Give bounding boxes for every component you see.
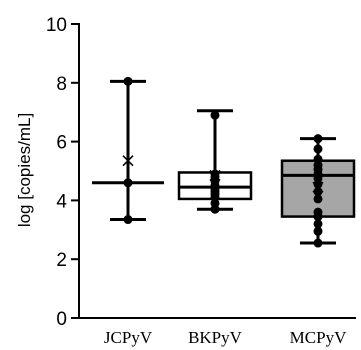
y-axis: 0 2 4 6 8 10 (46, 15, 80, 330)
data-point (210, 169, 220, 179)
x-axis: JCPyV BKPyV MCPyV (79, 317, 356, 347)
data-point (313, 134, 323, 144)
plot-area (92, 76, 356, 248)
x-tick-label: JCPyV (104, 328, 153, 347)
data-point (313, 154, 323, 164)
data-point (313, 144, 323, 154)
data-point (123, 76, 133, 86)
mean-marker (209, 169, 221, 181)
mean-marker (122, 155, 134, 167)
y-tick-label: 0 (56, 309, 67, 330)
y-tick-label: 10 (46, 15, 67, 36)
data-point (313, 219, 323, 229)
mean-marker (312, 181, 324, 193)
data-point (210, 110, 220, 120)
data-point (123, 215, 133, 225)
box-group-mcpyv (280, 134, 356, 248)
data-point (313, 194, 323, 204)
y-tick-label: 8 (56, 74, 67, 95)
box-group-bkpyv (177, 109, 253, 214)
x-tick-label: BKPyV (188, 328, 243, 347)
data-point (313, 226, 323, 236)
y-tick-label: 6 (56, 133, 67, 154)
box-group-jcpyv (92, 76, 164, 225)
data-point (313, 238, 323, 248)
y-tick-label: 2 (56, 250, 67, 271)
data-point (123, 178, 133, 188)
y-axis-title: log [copies/mL] (15, 113, 34, 227)
x-tick-label: MCPyV (290, 328, 347, 347)
data-point (313, 207, 323, 217)
y-tick-label: 4 (56, 191, 67, 212)
